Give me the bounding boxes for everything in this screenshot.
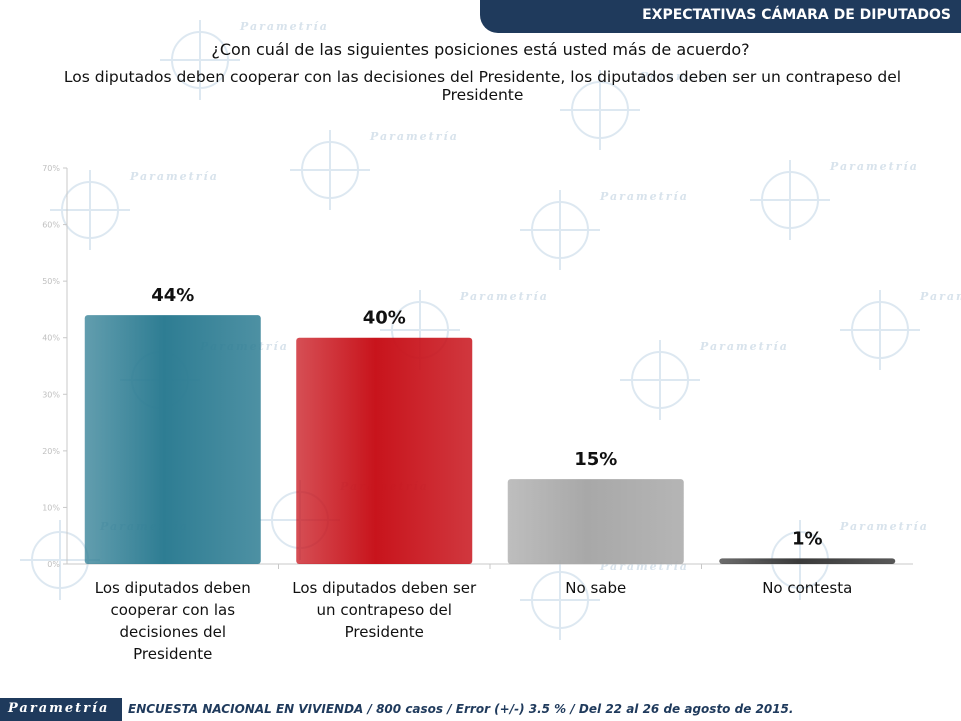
header-title: EXPECTATIVAS CÁMARA DE DIPUTADOS [642,7,951,23]
data-label: 1% [792,528,823,549]
data-label: 15% [574,449,617,470]
y-tick-label: 40% [42,334,60,343]
parametria-logo: Parametría [8,701,110,716]
data-label: 44% [151,285,194,306]
bar [719,558,896,564]
category-label: Los diputados deben ser [292,579,477,597]
category-label: Presidente [133,645,212,663]
category-label: un contrapeso del [317,601,452,619]
category-label: decisiones del [119,623,226,641]
header-band: EXPECTATIVAS CÁMARA DE DIPUTADOS [480,0,961,33]
footer-methodology-note: ENCUESTA NACIONAL EN VIVIENDA / 800 caso… [128,702,794,716]
category-label: No sabe [565,579,626,597]
y-tick-label: 50% [42,277,60,286]
y-tick-label: 20% [42,447,60,456]
footer: Parametría ENCUESTA NACIONAL EN VIVIENDA… [0,698,961,721]
bar [507,479,684,564]
y-tick-label: 70% [42,164,60,173]
survey-statement: Los diputados deben cooperar con las dec… [63,68,902,104]
category-label: cooperar con las [110,601,235,619]
bar [296,337,473,564]
bar-chart: 0% 10% 20% 30% 40% 50% 60% 70% 44% Los diputados … [42,164,913,663]
survey-question: ¿Con cuál de las siguientes posiciones e… [211,40,750,59]
category-label: Los diputados deben [95,579,251,597]
y-tick-label: 60% [42,221,60,230]
category-label: No contesta [762,579,852,597]
y-tick-label: 30% [42,390,60,399]
category-label: Presidente [345,623,424,641]
y-tick-label: 10% [42,503,60,512]
y-tick-label: 0% [47,560,60,569]
bar [84,315,261,564]
footer-logo-band: Parametría [0,698,122,721]
data-label: 40% [363,308,406,329]
